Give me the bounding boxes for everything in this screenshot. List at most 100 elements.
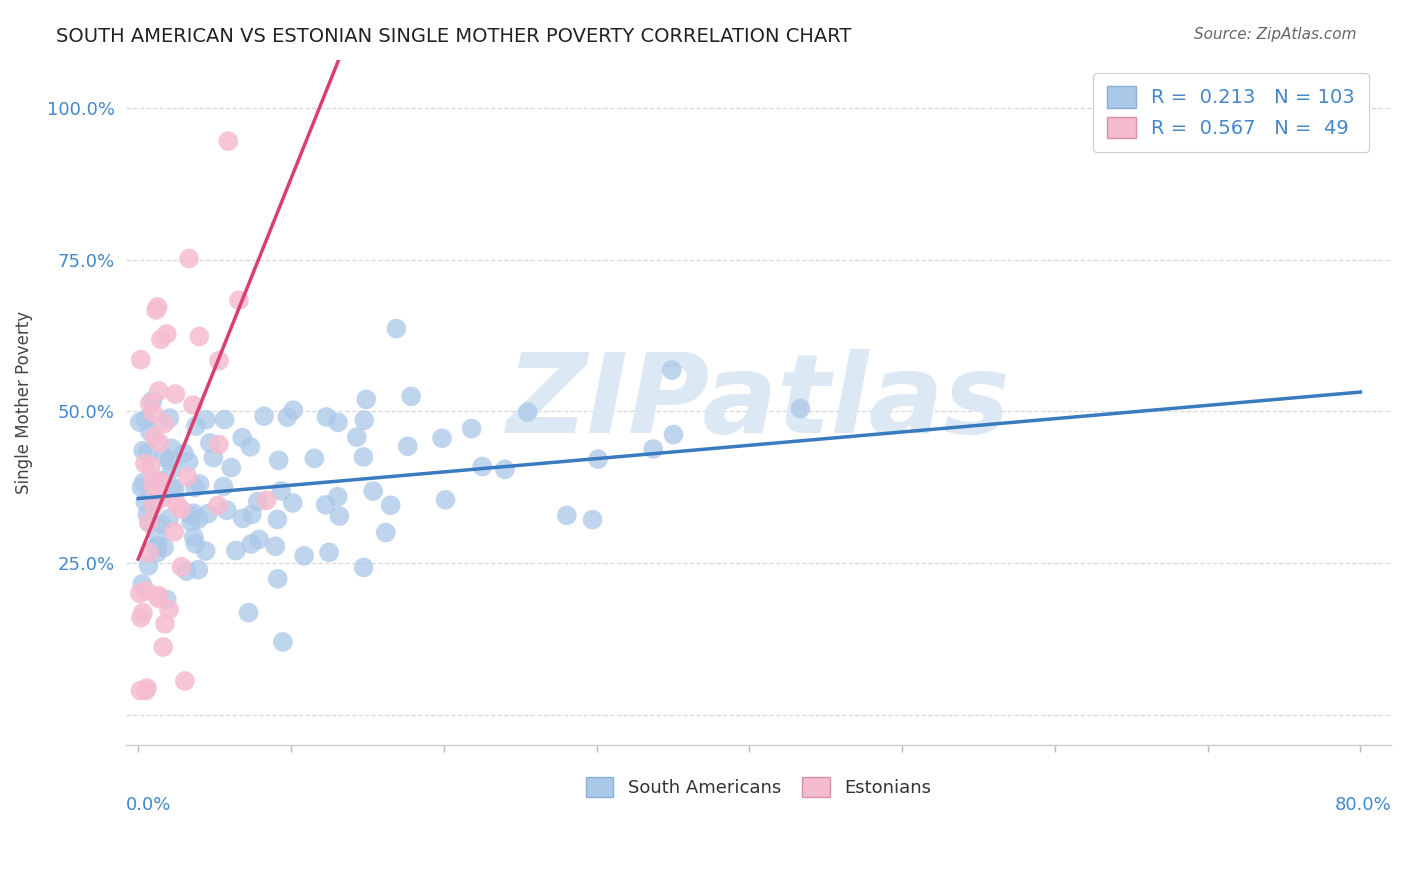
Point (304, 451, 326, 466)
Point (156, 326, 179, 341)
Point (183, 506, 205, 520)
Point (150, 475, 173, 490)
Point (157, 453, 180, 467)
Point (132, 606, 155, 620)
Point (136, 445, 159, 459)
Point (516, 405, 538, 419)
Point (142, 494, 165, 508)
Point (148, 384, 170, 398)
Point (246, 494, 269, 508)
Point (208, 353, 231, 368)
Point (326, 490, 349, 504)
Point (149, 475, 172, 490)
Point (134, 412, 156, 426)
Point (266, 512, 288, 526)
Point (131, 481, 153, 495)
Point (231, 431, 253, 445)
Point (346, 430, 368, 444)
Point (212, 479, 235, 493)
Point (315, 498, 337, 512)
Point (153, 541, 176, 555)
Y-axis label: Single Mother Poverty: Single Mother Poverty (15, 310, 32, 494)
Point (153, 417, 176, 431)
Point (283, 403, 305, 417)
Point (555, 508, 578, 523)
Point (471, 459, 494, 474)
Text: Source: ZipAtlas.com: Source: ZipAtlas.com (1194, 27, 1357, 42)
Point (267, 453, 290, 467)
Point (430, 431, 453, 445)
Point (135, 584, 157, 599)
Point (380, 498, 402, 512)
Point (207, 499, 229, 513)
Point (318, 545, 340, 559)
Point (184, 419, 207, 434)
Point (138, 558, 160, 573)
Point (139, 425, 162, 439)
Point (354, 392, 377, 407)
Point (139, 516, 162, 531)
Point (129, 683, 152, 698)
Point (197, 507, 219, 521)
Point (214, 412, 236, 426)
Point (662, 427, 685, 442)
Point (163, 483, 186, 497)
Point (581, 513, 603, 527)
Point (134, 457, 156, 471)
Point (219, 460, 242, 475)
Text: 0.0%: 0.0% (127, 797, 172, 814)
Point (494, 462, 516, 476)
Point (217, 134, 239, 148)
Point (181, 398, 204, 412)
Point (238, 606, 260, 620)
Point (146, 546, 169, 560)
Point (138, 546, 160, 560)
Point (264, 539, 287, 553)
Point (142, 498, 165, 512)
Point (148, 589, 170, 603)
Point (374, 525, 396, 540)
Point (399, 389, 422, 403)
Point (460, 421, 482, 435)
Point (173, 446, 195, 460)
Point (239, 440, 262, 454)
Point (353, 560, 375, 574)
Point (586, 452, 609, 467)
Point (131, 577, 153, 591)
Point (139, 458, 162, 473)
Point (396, 439, 419, 453)
Point (146, 528, 169, 542)
Point (184, 537, 207, 551)
Point (253, 409, 276, 424)
Point (148, 435, 170, 450)
Point (145, 540, 167, 554)
Point (180, 508, 202, 523)
Point (198, 436, 221, 450)
Point (136, 681, 159, 695)
Point (315, 409, 337, 424)
Point (270, 483, 292, 498)
Point (134, 495, 156, 509)
Point (240, 537, 263, 551)
Point (157, 602, 180, 616)
Point (170, 502, 193, 516)
Point (159, 411, 181, 425)
Point (138, 516, 160, 530)
Point (128, 586, 150, 600)
Text: ZIPatlas: ZIPatlas (506, 349, 1011, 456)
Point (160, 462, 183, 476)
Point (183, 530, 205, 544)
Point (194, 544, 217, 558)
Point (256, 493, 278, 508)
Point (225, 543, 247, 558)
Point (150, 491, 173, 506)
Point (173, 673, 195, 688)
Point (135, 683, 157, 698)
Point (149, 332, 172, 346)
Point (385, 321, 408, 335)
Point (141, 393, 163, 408)
Point (153, 450, 176, 464)
Point (138, 396, 160, 410)
Point (165, 496, 187, 510)
Point (184, 480, 207, 494)
